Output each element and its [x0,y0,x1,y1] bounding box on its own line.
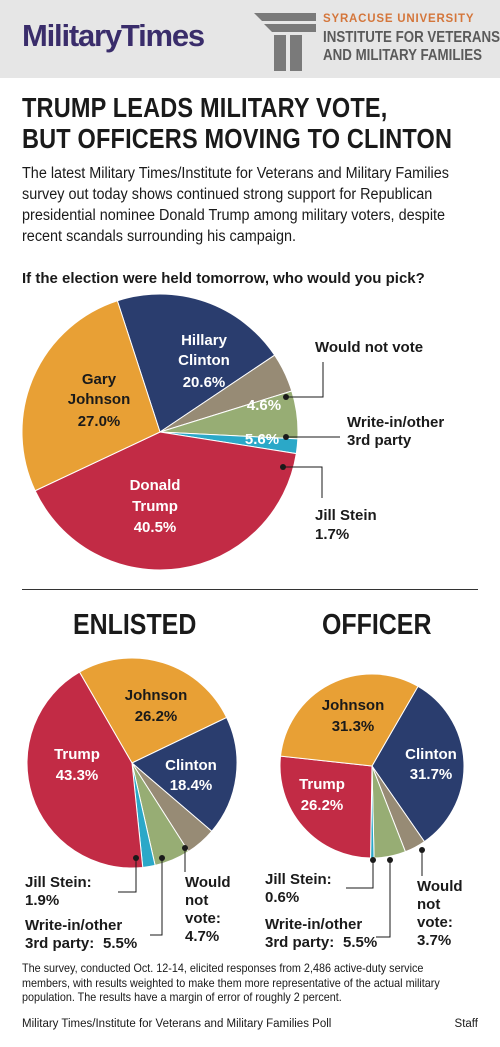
footnote: The survey, conducted Oct. 12-14, elicit… [22,961,440,1004]
main-label-clinton-name1: Hillary [181,332,228,349]
university-name: SYRACUSE UNIVERSITY [323,13,475,25]
enlisted-slice-johnson [78,657,228,764]
officer-title: OFFICER [322,609,432,641]
off-label-wnv2: not [417,896,440,913]
main-slice-trump [34,431,297,571]
off-label-trump-value: 26.2% [301,797,344,814]
main-slice-clinton [116,293,276,433]
enl-label-trump-value: 43.3% [56,767,99,784]
main-label-write1: Write-in/other [347,414,444,431]
enlisted-pie [26,657,238,869]
enl-label-write1: Write-in/other [25,917,122,934]
enl-label-wnv-value: 4.7% [185,928,219,945]
headline-line2: BUT OFFICERS MOVING TO CLINTON [22,123,453,154]
off-label-wnv1: Would [417,878,463,895]
main-label-wnv-value: 4.6% [247,397,281,414]
enlisted-leader-lines [118,848,186,936]
enl-label-write-value: 5.5% [103,935,137,952]
enlisted-title: ENLISTED [73,609,197,641]
enl-label-wnv1: Would [185,874,231,891]
military-times-logo: MilitaryTimes [22,18,205,53]
officer-slice-clinton [371,685,465,843]
off-label-stein-value: 0.6% [265,889,299,906]
main-label-trump-name2: Trump [132,498,178,515]
main-label-johnson-name2: Johnson [68,391,131,408]
enlisted-slice-trump [26,671,144,869]
officer-slice-trump [279,755,373,859]
off-label-johnson: Johnson [322,697,385,714]
section-divider [22,589,478,590]
officer-leader-lines [346,850,423,938]
headline-line1: TRUMP LEADS MILITARY VOTE, [22,92,388,123]
main-label-write-value: 5.6% [245,431,279,448]
off-label-trump: Trump [299,776,345,793]
enl-label-trump: Trump [54,746,100,763]
main-pie [21,293,299,571]
enl-label-johnson-value: 26.2% [135,708,178,725]
officer-slice-johnson [279,673,419,767]
off-label-write-value: 5.5% [343,934,377,951]
enl-label-stein: Jill Stein: [25,874,92,891]
enl-label-clinton: Clinton [165,757,217,774]
main-slice-johnson [21,300,161,492]
staff-credit: Staff [454,1018,478,1030]
enlisted-slice-clinton [131,716,238,832]
main-label-clinton-value: 20.6% [183,374,226,391]
main-label-johnson-name1: Gary [82,371,117,388]
source-credit: Military Times/Institute for Veterans an… [22,1018,332,1030]
main-label-wnv: Would not vote [315,339,423,356]
institute-name-line2: AND MILITARY FAMILIES [323,47,482,64]
off-label-write2: 3rd party: [265,934,334,951]
main-label-trump-value: 40.5% [134,519,177,536]
institute-name-line1: INSTITUTE FOR VETERANS [323,29,500,46]
enl-label-write2: 3rd party: [25,935,94,952]
ivmf-logo-icon [254,13,316,71]
main-label-johnson-value: 27.0% [78,413,121,430]
off-label-wnv3: vote: [417,914,453,931]
main-label-clinton-name2: Clinton [178,352,230,369]
main-leader-lines [283,362,340,498]
header-banner: MilitaryTimes SYRACUSE UNIVERSITY INSTIT… [0,0,500,78]
officer-pie [279,673,465,859]
enl-label-wnv2: not [185,892,208,909]
main-label-stein: Jill Stein [315,507,377,524]
off-label-write1: Write-in/other [265,916,362,933]
survey-question: If the election were held tomorrow, who … [22,270,425,287]
officer-leader-dots [370,847,425,863]
main-leader-dots [280,394,289,470]
intro-paragraph: The latest Military Times/Institute for … [22,165,450,245]
enlisted-leader-dots [133,845,188,861]
enl-label-stein-value: 1.9% [25,892,59,909]
enl-label-clinton-value: 18.4% [170,777,213,794]
enl-label-wnv3: vote: [185,910,221,927]
off-label-clinton-value: 31.7% [410,766,453,783]
off-label-stein: Jill Stein: [265,871,332,888]
off-label-clinton: Clinton [405,746,457,763]
enl-label-johnson: Johnson [125,687,188,704]
off-label-johnson-value: 31.3% [332,718,375,735]
main-label-stein-value: 1.7% [315,526,349,543]
main-label-write2: 3rd party [347,432,412,449]
main-label-trump-name1: Donald [130,477,181,494]
off-label-wnv-value: 3.7% [417,932,451,949]
